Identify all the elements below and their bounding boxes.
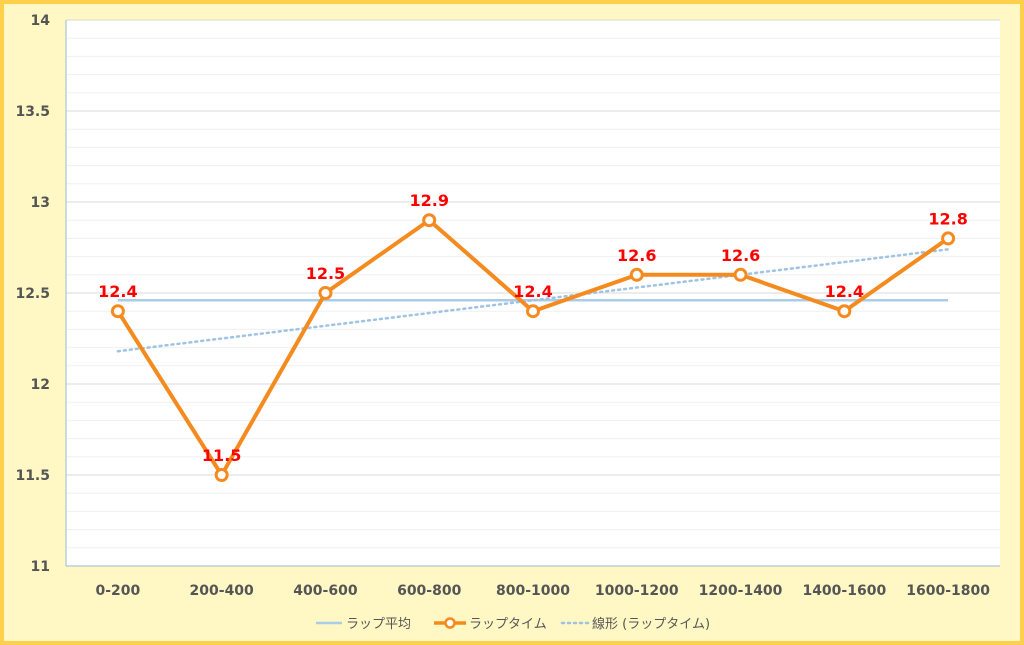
legend-label-trend: 線形 (ラップタイム) <box>592 616 710 632</box>
data-label: 12.8 <box>928 209 967 228</box>
x-tick-label: 1000-1200 <box>595 583 679 599</box>
data-label: 12.4 <box>825 282 864 301</box>
data-point-marker <box>941 231 956 246</box>
y-axis-ticks: 11 11.5 12 12.5 13 13.5 14 <box>15 13 50 575</box>
y-tick-label: 13.5 <box>15 104 50 120</box>
data-label: 12.5 <box>306 264 345 283</box>
x-tick-label: 400-600 <box>293 583 358 599</box>
data-label: 12.6 <box>617 246 656 265</box>
data-label: 11.5 <box>202 446 241 465</box>
y-tick-label: 13 <box>31 195 50 211</box>
x-tick-label: 1400-1600 <box>802 583 886 599</box>
x-tick-label: 1600-1800 <box>906 583 990 599</box>
legend-marker-lap-time <box>444 617 456 629</box>
legend-label-lap-time: ラップタイム <box>469 617 547 632</box>
x-tick-label: 800-1000 <box>496 583 570 599</box>
legend: ラップ平均 ラップタイム 線形 (ラップタイム) <box>316 616 710 632</box>
x-tick-label: 0-200 <box>95 583 140 599</box>
gridlines <box>66 19 1000 549</box>
x-tick-label: 1200-1400 <box>699 583 783 599</box>
data-label: 12.9 <box>409 191 448 210</box>
data-point-marker <box>110 304 125 319</box>
data-label: 12.6 <box>721 246 760 265</box>
y-tick-label: 11.5 <box>15 468 50 484</box>
data-point-marker <box>733 267 748 282</box>
x-tick-label: 600-800 <box>397 583 462 599</box>
y-tick-label: 14 <box>31 13 51 29</box>
y-tick-label: 11 <box>31 559 50 575</box>
series-line-trend <box>116 248 950 353</box>
x-axis-ticks: 0-200 200-400 400-600 600-800 800-1000 1000-1… <box>95 583 990 599</box>
data-labels: 12.4 11.5 12.5 12.9 12.4 12.6 12.6 12.4 12.8 <box>98 191 968 465</box>
legend-label-average: ラップ平均 <box>346 617 411 632</box>
data-point-marker <box>837 304 852 319</box>
series-layer <box>110 213 956 482</box>
data-point-marker <box>318 286 333 300</box>
data-point-marker <box>214 468 229 482</box>
data-point-marker <box>629 267 644 282</box>
x-tick-label: 200-400 <box>190 583 255 599</box>
y-tick-label: 12.5 <box>15 286 50 302</box>
y-tick-label: 12 <box>31 377 50 393</box>
data-label: 12.4 <box>513 282 552 301</box>
data-label: 12.4 <box>98 282 137 301</box>
data-point-marker <box>422 213 437 228</box>
data-point-marker <box>526 304 540 319</box>
